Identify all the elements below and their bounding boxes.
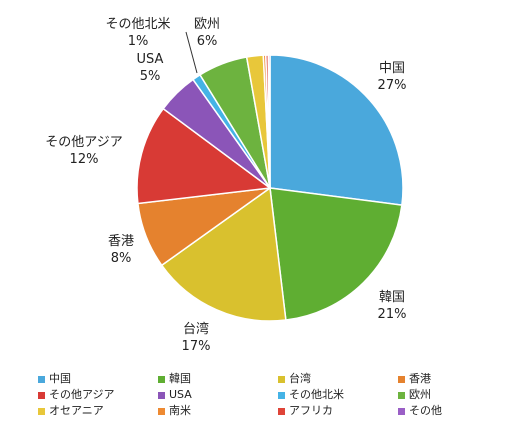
pie-slices bbox=[136, 54, 404, 322]
legend-label: 香港 bbox=[409, 372, 431, 385]
legend-swatch bbox=[398, 375, 405, 383]
legend-item-5: USA bbox=[158, 388, 278, 402]
legend-item-6: その他北米 bbox=[278, 388, 398, 402]
slice-label-6: その他北米 1% bbox=[105, 17, 170, 49]
legend-swatch bbox=[38, 391, 45, 399]
legend-item-11: その他 bbox=[398, 404, 498, 418]
legend-label: 南米 bbox=[169, 404, 191, 417]
pie-chart: 中国 27% 韓国 21% 台湾 17% 香港 8% その他アジア 12% USA 5% その他北米 1%… bbox=[45, 17, 406, 354]
legend-swatch bbox=[38, 407, 45, 415]
pie-slice-4 bbox=[136, 107, 272, 205]
slice-label-name: その他北米 bbox=[105, 17, 170, 32]
legend-swatch bbox=[158, 407, 165, 415]
legend-label: 中国 bbox=[49, 372, 71, 385]
slice-label-value: 17% bbox=[182, 339, 211, 354]
legend-item-3: 香港 bbox=[398, 372, 498, 386]
legend-swatch bbox=[278, 375, 285, 383]
legend-label: USA bbox=[169, 388, 192, 401]
slice-label-value: 12% bbox=[70, 152, 99, 167]
slice-label-1: 韓国 21% bbox=[378, 290, 407, 322]
legend-item-2: 台湾 bbox=[278, 372, 398, 386]
legend-item-0: 中国 bbox=[38, 372, 158, 386]
slice-label-name: その他アジア bbox=[45, 135, 122, 150]
slice-labels: 中国 27% 韓国 21% 台湾 17% 香港 8% その他アジア 12% USA 5% その他北米 1%… bbox=[45, 17, 406, 354]
legend-label: その他アジア bbox=[49, 388, 115, 401]
legend-item-10: アフリカ bbox=[278, 404, 398, 418]
slice-label-value: 27% bbox=[378, 78, 407, 93]
slice-label-4: その他アジア 12% bbox=[45, 135, 122, 167]
slice-label-name: 欧州 bbox=[194, 17, 220, 32]
legend-swatch bbox=[278, 407, 285, 415]
slice-label-0: 中国 27% bbox=[378, 61, 407, 93]
legend-swatch bbox=[158, 375, 165, 383]
pie-slice-0 bbox=[269, 54, 404, 206]
legend-label: アフリカ bbox=[289, 404, 333, 417]
legend-swatch bbox=[278, 391, 285, 399]
legend-swatch bbox=[38, 375, 45, 383]
slice-label-5: USA 5% bbox=[137, 52, 164, 84]
slice-label-name: 中国 bbox=[379, 61, 405, 76]
legend-label: 韓国 bbox=[169, 372, 191, 385]
slice-label-2: 台湾 17% bbox=[182, 321, 211, 354]
legend-label: その他 bbox=[409, 404, 442, 417]
legend-swatch bbox=[398, 391, 405, 399]
slice-label-name: USA bbox=[137, 52, 164, 67]
legend-label: その他北米 bbox=[289, 388, 344, 401]
legend-item-1: 韓国 bbox=[158, 372, 278, 386]
legend-item-7: 欧州 bbox=[398, 388, 498, 402]
legend-label: オセアニア bbox=[49, 404, 104, 417]
legend-label: 台湾 bbox=[289, 372, 311, 385]
slice-label-3: 香港 8% bbox=[108, 234, 134, 266]
leader-line bbox=[185, 31, 198, 74]
legend: 中国 韓国 台湾 香港その他アジア USA その他北米 欧州オセアニア 南米 アフリカ その他 bbox=[38, 372, 498, 418]
pie-slice-1 bbox=[269, 187, 403, 321]
legend-label: 欧州 bbox=[409, 388, 431, 401]
legend-swatch bbox=[398, 407, 405, 415]
pie-slice-2 bbox=[160, 186, 287, 322]
legend-swatch bbox=[158, 391, 165, 399]
slice-label-value: 21% bbox=[378, 307, 407, 322]
slice-label-name: 韓国 bbox=[379, 290, 405, 305]
slice-label-value: 5% bbox=[140, 69, 161, 84]
pie-slice-11 bbox=[267, 54, 271, 189]
slice-label-value: 8% bbox=[111, 251, 132, 266]
legend-item-8: オセアニア bbox=[38, 404, 158, 418]
slice-label-value: 1% bbox=[128, 34, 149, 49]
slice-label-name: 香港 bbox=[108, 234, 134, 249]
legend-item-4: その他アジア bbox=[38, 388, 158, 402]
slice-label-7: 欧州 6% bbox=[194, 17, 220, 49]
slice-label-name: 台湾 bbox=[183, 321, 209, 337]
slice-label-value: 6% bbox=[197, 34, 218, 49]
legend-item-9: 南米 bbox=[158, 404, 278, 418]
